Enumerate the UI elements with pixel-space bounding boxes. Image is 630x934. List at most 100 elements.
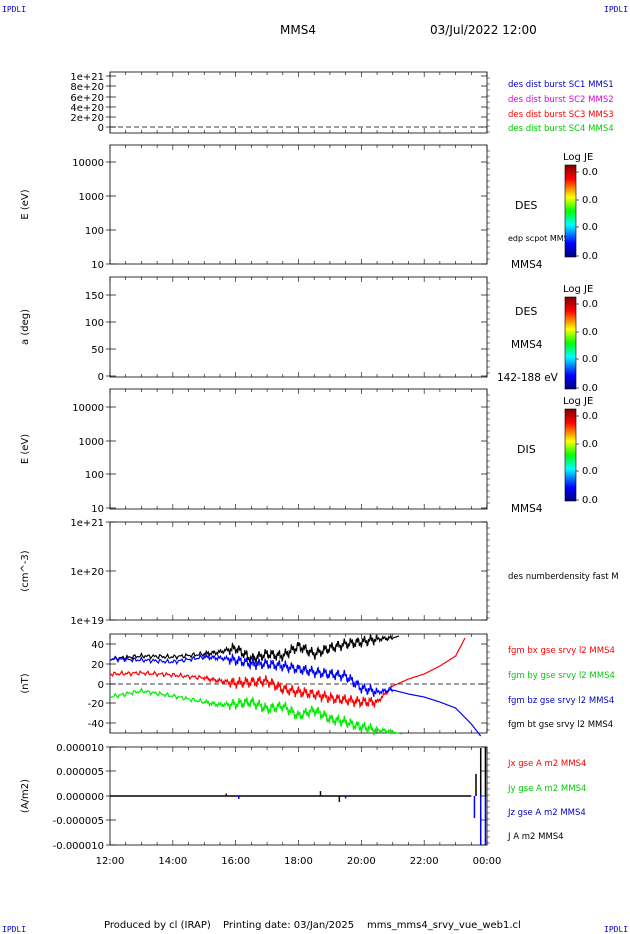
panel-frame [109, 633, 488, 734]
p6-legend-entry: fgm bx gse srvy l2 MMS4 [508, 646, 615, 656]
p4-side-label: DIS [517, 443, 536, 456]
p7-ytick-label: -0.000005 [53, 816, 104, 827]
panel-p3: 150 100 50 0 a (deg) DES MMS4 142-188 eV [20, 276, 559, 384]
series-line [109, 633, 400, 664]
p5-ylabel: (cm^-3) [20, 550, 31, 591]
p2-side-label: MMS4 [511, 259, 543, 271]
p4-ytick-label: 10000 [72, 403, 104, 414]
p1-ytick-label: 1e+21 [70, 72, 104, 83]
p2-colorbar [564, 164, 577, 258]
p7-ytick-label: -0.000010 [53, 841, 104, 852]
p4-colorbar-title: Log JE [563, 396, 593, 407]
p3-ylabel: a (deg) [20, 309, 31, 345]
panel-p6: 40 20 0 -20 -40 (nT) fgm bx gse srvy l2 MMS4 fg… [20, 633, 615, 737]
p3-colorbar-tick: 0.0 [582, 327, 598, 338]
p7-ytick-label: 0.000005 [56, 767, 104, 778]
panel-frame [109, 388, 488, 510]
p2-colorbar-tick: 0.0 [582, 251, 598, 262]
xtick-label: 00:00 [473, 856, 502, 867]
p4-side-label: MMS4 [511, 503, 543, 515]
p4-colorbar-tick: 0.0 [582, 495, 598, 506]
p1-ytick-label: 0 [98, 123, 104, 134]
corner-label-bottom-right: IPDLI [604, 925, 628, 934]
p2-ytick-label: 1000 [79, 192, 104, 203]
p3-colorbar-title: Log JE [563, 284, 593, 295]
p7-legend-entry: Jx gse A m2 MMS4 [507, 759, 586, 769]
p3-colorbar [564, 296, 577, 390]
p6-legend-entry: fgm bz gse srvy l2 MMS4 [508, 696, 614, 706]
p6-ylabel: (nT) [20, 673, 31, 693]
p2-ytick-label: 10 [91, 260, 104, 271]
p1-ytick-label: 2e+20 [70, 113, 104, 124]
p1-ytick-label: 8e+20 [70, 82, 104, 93]
xtick-label: 22:00 [410, 856, 439, 867]
p5-ytick-label: 1e+19 [70, 616, 104, 627]
p1-legend-entry: des dist burst SC3 MMS3 [508, 110, 614, 120]
p1-ytick-label: 6e+20 [70, 93, 104, 104]
p3-colorbar-tick: 0.0 [582, 354, 598, 365]
p2-side-label: edp scpot MMS4 [508, 234, 574, 243]
p1-legend-entry: des dist burst SC4 MMS4 [508, 124, 614, 134]
panel-p2: 10000 1000 100 10 E (eV) DES edp scpot MMS4 MMS… [20, 144, 574, 271]
p3-side-label: 142-188 eV [497, 372, 559, 384]
p3-ytick-label: 50 [91, 345, 104, 356]
p3-ytick-label: 150 [85, 291, 104, 302]
xtick-label: 12:00 [96, 856, 125, 867]
p1-ytick-label: 4e+20 [70, 103, 104, 114]
p2-colorbar-tick: 0.0 [582, 222, 598, 233]
series-line [109, 637, 466, 709]
corner-label-top-right: IPDLI [604, 5, 628, 14]
p6-ytick-label: 0 [98, 680, 104, 691]
p6-ytick-label: 40 [91, 640, 104, 651]
panel-p5: 1e+21 1e+20 1e+19 (cm^-3) des numberdensity … [20, 518, 619, 627]
xtick-label: 16:00 [221, 856, 250, 867]
panel-frame [109, 276, 488, 378]
series-line [109, 652, 482, 737]
p6-ytick-label: -20 [88, 699, 104, 710]
corner-label-bottom-left: IPDLI [2, 925, 26, 934]
panel-frame [109, 521, 488, 621]
p4-ytick-label: 10 [91, 504, 104, 515]
p2-ylabel: E (eV) [20, 189, 31, 219]
panel-frame [109, 71, 488, 134]
p3-ytick-label: 0 [98, 372, 104, 383]
p4-colorbar-tick: 0.0 [582, 411, 598, 422]
p6-legend-entry: fgm bt gse srvy l2 MMS4 [508, 720, 613, 730]
corner-label-top-left: IPDLI [2, 5, 26, 14]
p2-colorbar-title: Log JE [563, 152, 593, 163]
series-line [109, 686, 403, 736]
panel-p7: 0.000010 0.000005 0.000000 -0.000005 -0.0000… [20, 743, 586, 852]
p7-legend-entry: Jy gse A m2 MMS4 [507, 784, 586, 794]
p2-side-label: DES [515, 199, 537, 212]
p2-ytick-label: 100 [85, 226, 104, 237]
p4-ytick-label: 1000 [79, 437, 104, 448]
p2-ytick-label: 10000 [72, 158, 104, 169]
p7-ytick-label: 0.000000 [56, 792, 104, 803]
footer-printing-date: Printing date: 03/Jan/2025 [223, 920, 354, 931]
p7-legend-entry: J A m2 MMS4 [507, 832, 564, 842]
p2-colorbar-tick: 0.0 [582, 195, 598, 206]
p7-ytick-label: 0.000010 [56, 743, 104, 754]
p4-colorbar [564, 408, 577, 502]
p3-ytick-label: 100 [85, 318, 104, 329]
p3-side-label: DES [515, 305, 537, 318]
xtick-label: 20:00 [347, 856, 376, 867]
p2-colorbar-tick: 0.0 [582, 167, 598, 178]
p4-ylabel: E (eV) [20, 434, 31, 464]
panel-p4: 10000 1000 100 10 E (eV) DIS MMS4 [20, 388, 543, 515]
xtick-label: 18:00 [284, 856, 313, 867]
p6-ytick-label: 20 [91, 660, 104, 671]
p5-side-label: des numberdensity fast M [508, 572, 619, 582]
p3-colorbar-tick: 0.0 [582, 299, 598, 310]
datetime-title: 03/Jul/2022 12:00 [430, 23, 537, 37]
p3-side-label: MMS4 [511, 339, 543, 351]
spacecraft-title: MMS4 [280, 23, 316, 37]
p4-colorbar-tick: 0.0 [582, 439, 598, 450]
p6-legend-entry: fgm by gse srvy l2 MMS4 [508, 671, 615, 681]
footer-filename: mms_mms4_srvy_vue_web1.cl [367, 920, 521, 931]
p1-legend-entry: des dist burst SC1 MMS1 [508, 80, 614, 90]
footer-producer: Produced by cl (IRAP) [104, 920, 211, 931]
xtick-label: 14:00 [158, 856, 187, 867]
